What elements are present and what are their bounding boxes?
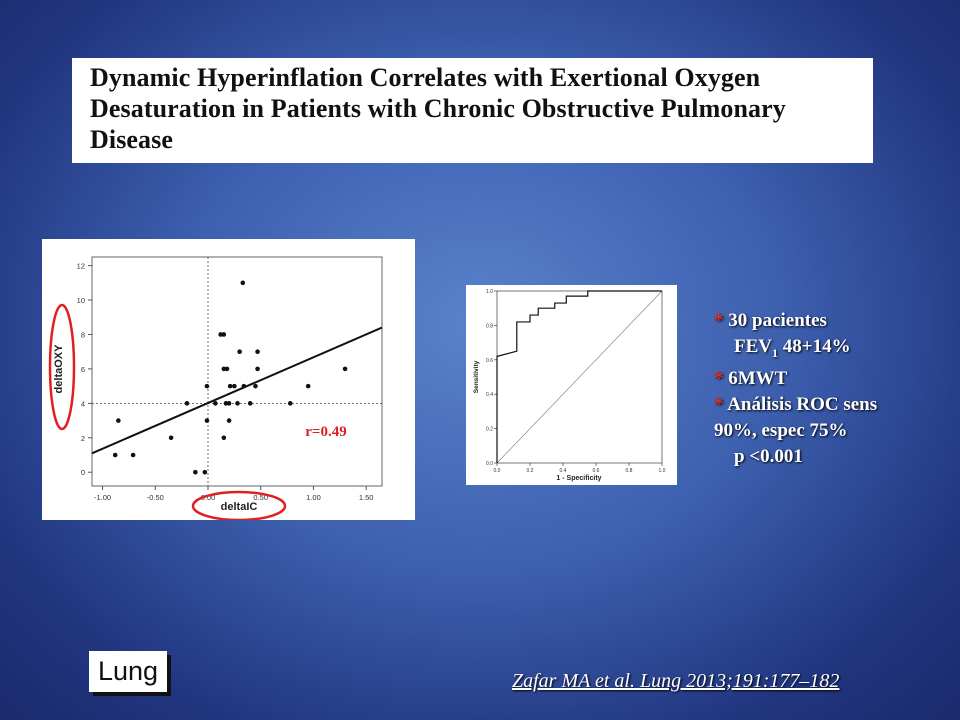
roc-x-tick-label: 1.0	[659, 468, 666, 474]
scatter-point	[255, 366, 260, 372]
scatter-y-tick-label: 12	[77, 262, 85, 271]
scatter-point	[193, 469, 198, 475]
bullet-text: 30 pacientes	[728, 310, 827, 331]
scatter-y-tick-label: 2	[81, 434, 85, 443]
roc-x-tick-label: 0.8	[626, 468, 633, 474]
bullet-text: Análisis ROC sens	[727, 393, 878, 415]
scatter-x-tick-label: 1.50	[359, 493, 374, 502]
scatter-y-tick-label: 6	[81, 365, 85, 374]
scatter-x-tick-label: 0.00	[201, 493, 216, 502]
scatter-point	[226, 418, 232, 423]
y-label-highlight-circle	[48, 303, 76, 431]
roc-chart: 0.0 0.2 0.4 0.6 0.8 1.0 0.0 0.2 0.4 0.6 0.8 1.0 1 -…	[473, 289, 666, 482]
scatter-point	[204, 418, 210, 423]
roc-x-tick-label: 0.4	[560, 468, 567, 474]
scatter-point	[237, 349, 242, 354]
scatter-x-tick-label: 1.00	[306, 493, 321, 502]
scatter-point	[287, 401, 293, 406]
scatter-point	[226, 401, 232, 406]
scatter-point	[221, 366, 227, 372]
bullet-pvalue: p <0.001	[716, 444, 956, 470]
bullet-roc-cont: 90%, espec 75%	[714, 418, 956, 444]
scatter-point	[227, 383, 233, 389]
roc-chart-panel: 0.0 0.2 0.4 0.6 0.8 1.0 0.0 0.2 0.4 0.6 0.8 1.0 1 -…	[466, 285, 677, 485]
bullet-patients: * 30 pacientes	[714, 308, 956, 334]
slide-title: Dynamic Hyperinflation Correlates with E…	[90, 63, 786, 154]
scatter-point	[204, 383, 210, 389]
scatter-chart: -1.00 -0.50 0.00 0.50 1.00 1.50 0 2 4 6 8 10 12 delt…	[48, 256, 383, 522]
citation: Zafar MA et al. Lung 2013;191:177–182	[512, 670, 840, 692]
scatter-point	[255, 349, 260, 354]
scatter-point	[130, 452, 136, 458]
roc-y-tick-label: 0.2	[486, 427, 493, 433]
scatter-point	[221, 332, 227, 337]
scatter-x-tick-label: 0.50	[253, 493, 268, 502]
bullet-list: * 30 pacientes FEV1 48+14% * 6MWT * Anál…	[714, 308, 956, 470]
scatter-chart-panel: -1.00 -0.50 0.00 0.50 1.00 1.50 0 2 4 6 8 10 12 delt…	[42, 239, 415, 522]
bullet-text: 6MWT	[728, 367, 788, 389]
bullet-text: 90%, espec 75%	[714, 419, 848, 441]
scatter-point	[223, 401, 229, 406]
scatter-point	[184, 401, 190, 406]
bullet-text: p <0.001	[734, 445, 803, 467]
scatter-y-tick-label: 0	[81, 468, 85, 477]
scatter-point	[305, 383, 311, 389]
scatter-point	[116, 418, 121, 423]
scatter-x-tick-label: -1.00	[94, 493, 111, 502]
roc-x-axis-label: 1 - Specificity	[556, 475, 601, 482]
bullet-star: *	[714, 310, 724, 331]
scatter-point	[112, 452, 118, 458]
scatter-point	[224, 366, 230, 372]
scatter-x-axis-label: deltaIC	[221, 501, 258, 513]
scatter-point	[342, 366, 348, 372]
correlation-annotation: r=0.49	[305, 424, 346, 440]
journal-label: Lung	[89, 651, 167, 692]
scatter-point	[247, 401, 253, 406]
scatter-plot-frame	[91, 256, 383, 487]
annotation-box	[298, 422, 354, 439]
bullet-roc: * Análisis ROC sens	[714, 392, 956, 418]
scatter-point	[240, 280, 246, 286]
roc-x-tick-label: 0.2	[527, 468, 534, 474]
roc-reference-diagonal	[496, 290, 663, 464]
roc-y-axis-label: Sensitivity	[473, 360, 480, 393]
roc-y-tick-label: 0.8	[486, 323, 493, 329]
scatter-y-axis-label: deltaOXY	[53, 344, 65, 394]
scatter-point	[218, 332, 223, 337]
scatter-y-tick-label: 4	[81, 399, 85, 408]
roc-x-tick-label: 0.6	[593, 468, 600, 474]
roc-y-tick-label: 0.4	[486, 392, 493, 398]
roc-curve-line	[496, 290, 662, 463]
roc-y-tick-label: 0.6	[486, 358, 493, 364]
scatter-y-tick-label: 10	[77, 296, 85, 305]
fev-label: FEV	[734, 336, 772, 357]
bullet-star: *	[714, 393, 724, 415]
roc-y-tick-label: 1.0	[486, 289, 493, 295]
bullet-6mwt: * 6MWT	[714, 366, 956, 392]
scatter-point	[202, 469, 208, 475]
fev-subscript: 1	[772, 345, 778, 360]
regression-line	[91, 326, 383, 455]
bullet-fev1: FEV1 48+14%	[716, 334, 956, 366]
scatter-point	[232, 383, 237, 389]
bullet-star: *	[714, 367, 724, 389]
scatter-point	[221, 435, 227, 441]
scatter-point	[168, 435, 174, 441]
roc-x-tick-label: 0.0	[494, 468, 501, 474]
scatter-point	[253, 383, 258, 389]
roc-y-tick-label: 0.0	[486, 461, 493, 467]
title-box: Dynamic Hyperinflation Correlates with E…	[72, 58, 873, 163]
scatter-x-tick-label: -0.50	[147, 493, 164, 502]
fev-value: 48+14%	[778, 336, 851, 357]
scatter-point	[213, 401, 218, 406]
scatter-y-tick-label: 8	[81, 330, 85, 339]
scatter-point	[235, 401, 240, 406]
